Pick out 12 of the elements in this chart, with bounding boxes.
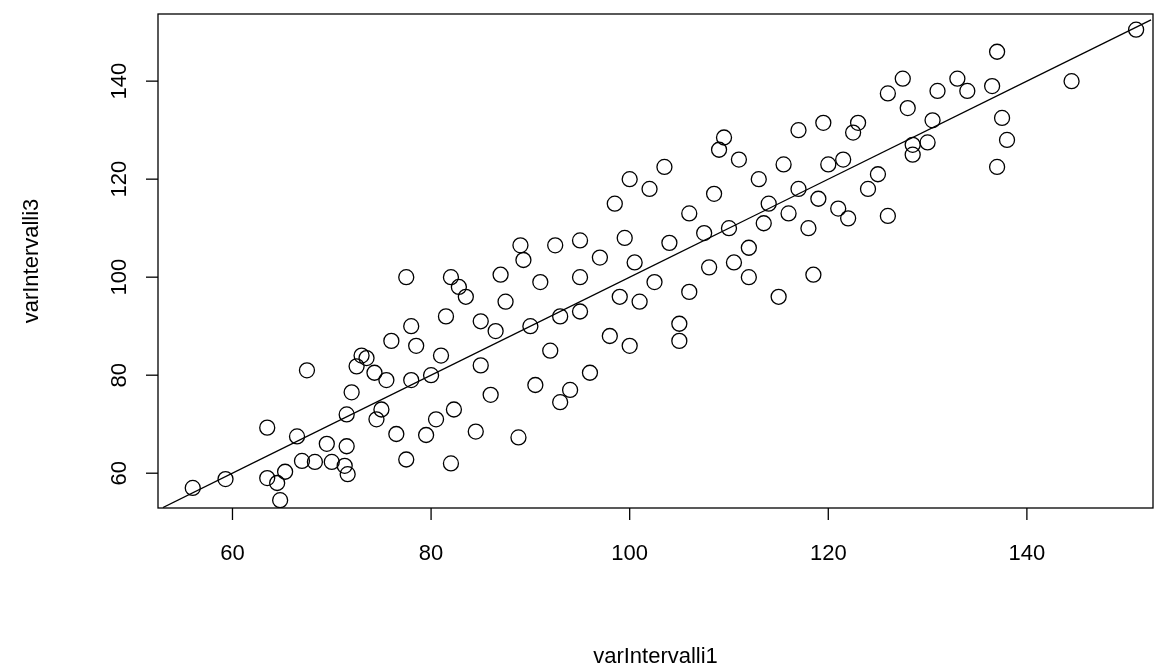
x-axis-title: varIntervalli1 [593, 643, 718, 668]
y-tick-label: 100 [106, 258, 131, 296]
x-tick-label: 60 [220, 540, 245, 565]
x-tick-label: 80 [418, 540, 444, 565]
y-tick-label: 60 [106, 460, 131, 486]
y-tick-label: 140 [106, 62, 131, 100]
y-tick-label: 120 [106, 160, 131, 198]
x-tick-label: 100 [611, 540, 649, 565]
x-tick-label: 120 [809, 540, 847, 565]
y-axis-title: varIntervalli3 [18, 198, 43, 324]
x-tick-label: 140 [1008, 540, 1046, 565]
y-tick-label: 80 [106, 362, 131, 388]
